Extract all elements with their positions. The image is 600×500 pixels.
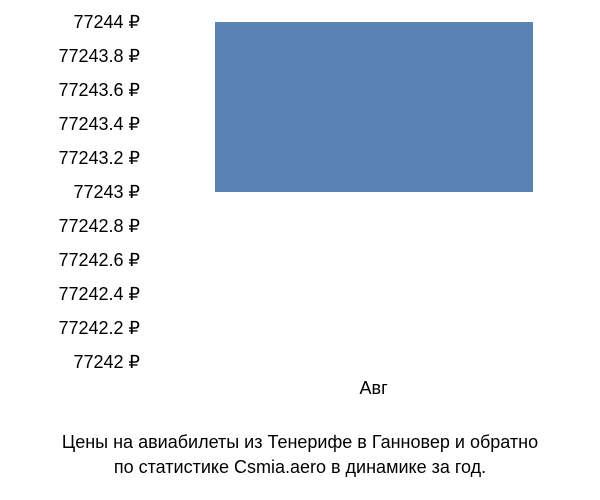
y-tick: 77242 ₽ [20,353,140,371]
bar-aug [215,22,533,192]
y-tick: 77242.4 ₽ [20,285,140,303]
y-tick: 77242.8 ₽ [20,217,140,235]
x-tick: Авг [360,378,388,399]
caption-line-1: Цены на авиабилеты из Тенерифе в Ганнове… [0,430,600,455]
y-axis: 77244 ₽ 77243.8 ₽ 77243.6 ₽ 77243.4 ₽ 77… [20,10,140,390]
y-tick: 77243.4 ₽ [20,115,140,133]
y-tick: 77244 ₽ [20,13,140,31]
caption-line-2: по статистике Csmia.aero в динамике за г… [0,455,600,480]
y-tick: 77243.6 ₽ [20,81,140,99]
y-tick: 77242.2 ₽ [20,319,140,337]
y-tick: 77243.2 ₽ [20,149,140,167]
y-tick: 77243 ₽ [20,183,140,201]
plot-area: Авг [150,10,580,390]
price-chart: 77244 ₽ 77243.8 ₽ 77243.6 ₽ 77243.4 ₽ 77… [20,10,580,390]
chart-caption: Цены на авиабилеты из Тенерифе в Ганнове… [0,430,600,480]
y-tick: 77242.6 ₽ [20,251,140,269]
y-tick: 77243.8 ₽ [20,47,140,65]
